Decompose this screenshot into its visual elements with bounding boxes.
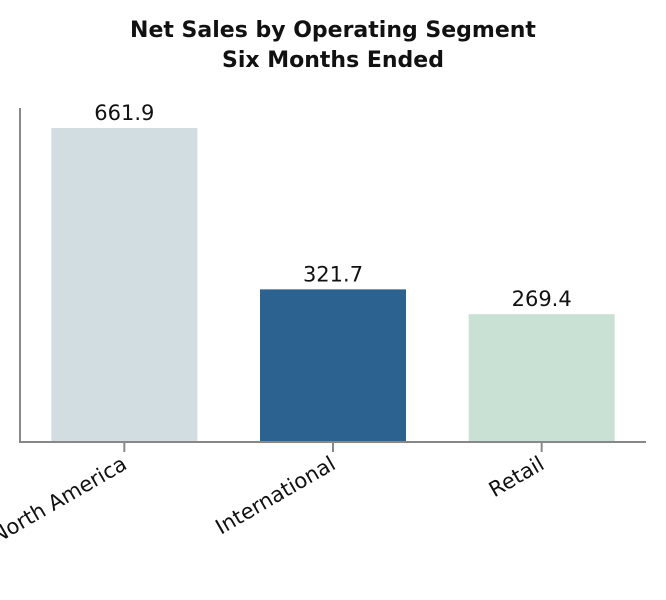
x-tick-label-0: North America <box>0 452 131 549</box>
chart-title-block: Net Sales by Operating Segment Six Month… <box>0 16 666 76</box>
data-label-2: 269.4 <box>512 287 572 311</box>
bar-0 <box>51 127 198 443</box>
data-label-0: 661.9 <box>94 101 154 125</box>
chart-title: Net Sales by Operating Segment <box>130 18 536 43</box>
data-label-1: 321.7 <box>303 262 363 286</box>
bar-2 <box>468 314 615 442</box>
x-tick-label-2: Retail <box>485 452 548 502</box>
x-tick-label-1: International <box>211 452 339 540</box>
bar-1 <box>260 289 406 442</box>
chart-subtitle: Six Months Ended <box>222 48 444 73</box>
